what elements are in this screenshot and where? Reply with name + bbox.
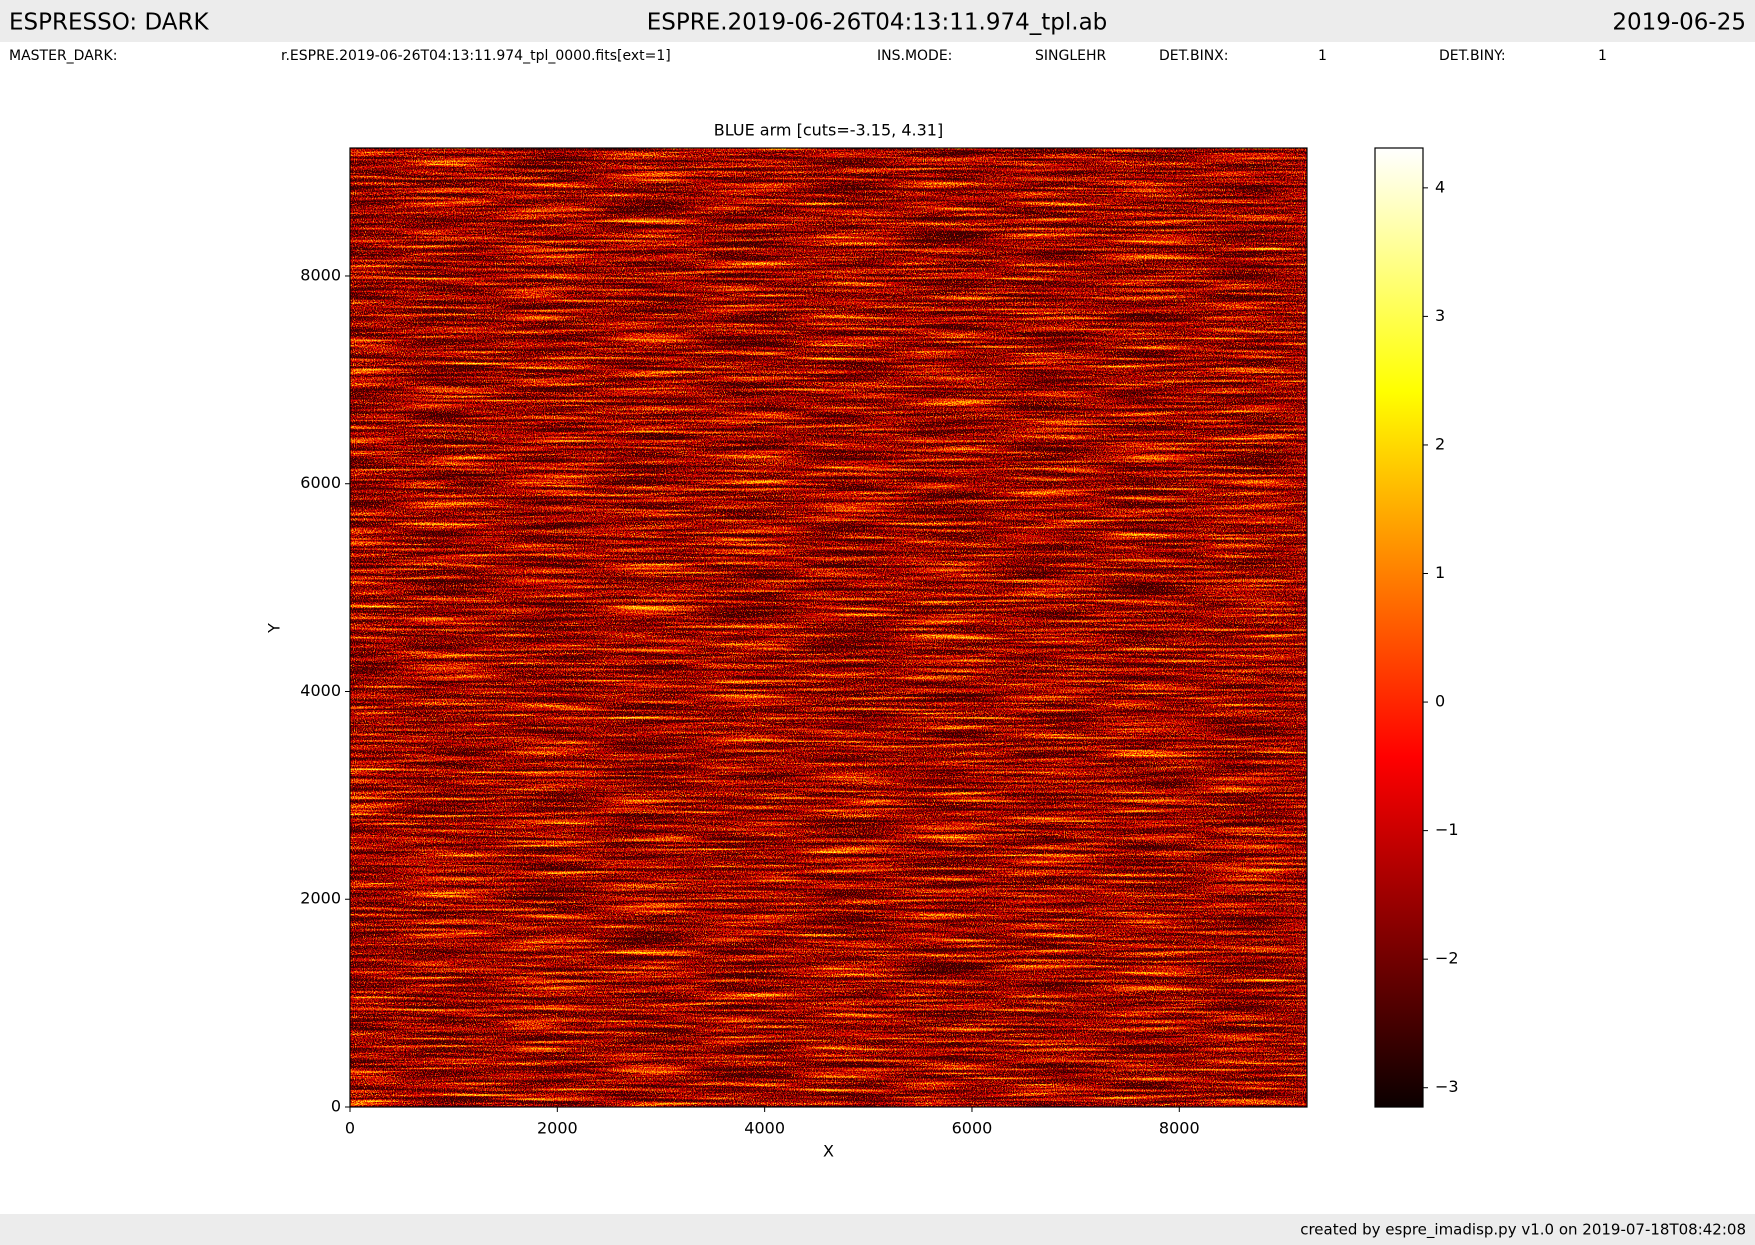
colorbar-tick-label: 1 xyxy=(1435,563,1445,582)
x-tick-label: 4000 xyxy=(744,1119,785,1138)
header-date: 2019-06-25 xyxy=(1612,10,1746,36)
meta-value: 1 xyxy=(1598,48,1607,64)
meta-key: MASTER_DARK: xyxy=(9,48,117,64)
meta-key: DET.BINY: xyxy=(1439,48,1506,64)
meta-value: 1 xyxy=(1318,48,1327,64)
colorbar-tick-label: 0 xyxy=(1435,692,1445,711)
meta-value: r.ESPRE.2019-06-26T04:13:11.974_tpl_0000… xyxy=(281,48,671,64)
meta-value: SINGLEHR xyxy=(1035,48,1107,64)
y-tick-label: 8000 xyxy=(300,265,341,284)
y-tick-label: 4000 xyxy=(300,681,341,700)
footer-text: created by espre_imadisp.py v1.0 on 2019… xyxy=(1300,1221,1746,1240)
x-tick-label: 6000 xyxy=(952,1119,993,1138)
colorbar-tick-label: −2 xyxy=(1435,949,1459,968)
header-bar xyxy=(0,0,1755,42)
x-tick-label: 2000 xyxy=(537,1119,578,1138)
y-axis-label: Y xyxy=(265,623,284,634)
header-file: ESPRE.2019-06-26T04:13:11.974_tpl.ab xyxy=(647,10,1108,36)
footer-bar xyxy=(0,1214,1755,1245)
plot-frame xyxy=(349,147,1308,1108)
x-tick-label: 8000 xyxy=(1159,1119,1200,1138)
chart-title: BLUE arm [cuts=-3.15, 4.31] xyxy=(714,121,943,140)
meta-key: INS.MODE: xyxy=(877,48,952,64)
y-tick-label: 6000 xyxy=(300,473,341,492)
meta-key: DET.BINX: xyxy=(1159,48,1228,64)
colorbar-tick-label: 3 xyxy=(1435,306,1445,325)
colorbar-tick-label: 4 xyxy=(1435,177,1445,196)
colorbar-tick-label: 2 xyxy=(1435,434,1445,453)
colorbar xyxy=(1374,147,1424,1108)
heatmap-image xyxy=(350,148,1307,1107)
colorbar-tick-label: −3 xyxy=(1435,1077,1459,1096)
x-tick-label: 0 xyxy=(345,1119,355,1138)
x-axis-label: X xyxy=(823,1142,834,1161)
y-tick-label: 0 xyxy=(331,1097,341,1116)
y-tick-label: 2000 xyxy=(300,889,341,908)
colorbar-tick-label: −1 xyxy=(1435,820,1459,839)
header-title: ESPRESSO: DARK xyxy=(9,10,209,36)
